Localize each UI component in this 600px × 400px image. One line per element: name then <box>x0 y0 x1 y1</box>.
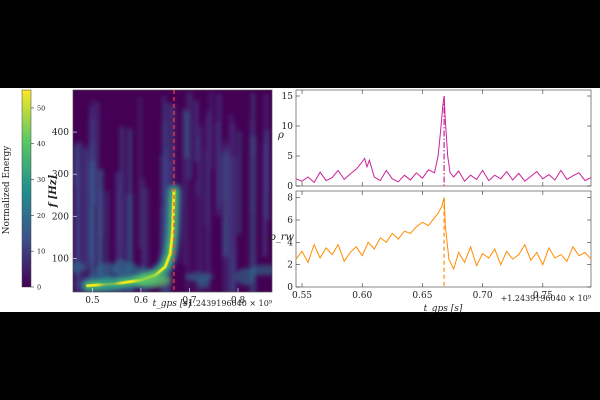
spectrogram-x-tick-label: 0.7 <box>182 296 197 306</box>
spectrogram-noise-patch <box>197 278 210 289</box>
spectrogram-x-ticks: 0.5 0.6 0.7 0.8 <box>85 288 245 306</box>
spectrogram-noise-streak <box>95 102 100 205</box>
spectrogram-noise-patch <box>112 259 130 276</box>
y-tick-label: 0 <box>287 182 293 192</box>
chi-weighted-x-label: t_gps [s] <box>424 304 463 314</box>
spectrogram-noise-patch <box>73 261 86 273</box>
spectrogram-noise-streak <box>192 181 197 292</box>
spectrogram-y-tick-label: 100 <box>52 254 69 264</box>
x-tick-label: 0.60 <box>352 291 372 301</box>
spectrogram-noise-streak <box>142 187 149 292</box>
spectrogram-noise-streak <box>119 126 126 292</box>
spectrogram-noise-streak <box>186 160 190 292</box>
spectrogram-noise-streak <box>171 123 174 237</box>
y-tick-label: 10 <box>282 122 294 132</box>
spectrogram-noise-patch <box>249 264 272 276</box>
spectrogram-chirp <box>79 183 182 292</box>
spectrogram-noise-streak <box>160 206 163 292</box>
chi-weighted-x-ticks: 0.55 0.60 0.65 0.70 0.75 <box>292 191 553 301</box>
snr-x-ticks <box>301 90 544 186</box>
spectrogram-noise-streak <box>90 99 95 162</box>
spectrogram-x-label: t_gps [s] <box>153 299 192 309</box>
chirp-low-frequency-blob <box>99 278 120 289</box>
snr-y-label: ρ <box>277 130 284 141</box>
spectrogram-noise-streak <box>181 108 186 265</box>
spectrogram-x-tick-label: 0.8 <box>231 296 246 306</box>
x-tick-label: 0.65 <box>412 291 432 301</box>
spectrogram-noise-streak <box>204 117 211 283</box>
spectrogram-noise-streak <box>106 190 109 292</box>
spectrogram-noise-patch <box>235 267 256 286</box>
spectrogram-y-tick-label: 300 <box>52 170 69 180</box>
colorbar: 0 10 20 30 40 50 Normalized Energy <box>2 89 45 292</box>
chi-weighted-panel: 0 2 4 6 8 0.55 0.60 0.65 0.70 0.75 ρ_rw t_gps [s… <box>269 190 592 314</box>
spectrogram-noise-streak <box>197 138 200 195</box>
chirp-low-frequency-blob <box>135 273 172 288</box>
spectrogram-x-tick-label: 0.6 <box>134 296 149 306</box>
spectrogram-frame <box>72 89 273 293</box>
spectrogram-noise-streak <box>97 189 102 292</box>
colorbar-tick-label: 10 <box>37 248 45 256</box>
spectrogram-y-label: f [Hz] <box>48 175 59 209</box>
spectrogram-noise-streak <box>238 131 242 234</box>
y-tick-label: 2 <box>287 261 293 271</box>
spectrogram-noise-streak <box>249 135 257 292</box>
spectrogram-noise-streak <box>73 145 78 186</box>
x-tick-label: 0.55 <box>292 291 312 301</box>
spectrogram-x-tick-label: 0.5 <box>85 296 100 306</box>
y-tick-label: 5 <box>287 152 293 162</box>
spectrogram-noise-streak <box>228 114 234 264</box>
spectrogram-noise-streak <box>186 92 194 179</box>
chi-weighted-frame <box>295 190 592 288</box>
y-tick-label: 4 <box>287 238 293 248</box>
spectrogram-noise-streak <box>198 125 203 292</box>
spectrogram-noise-streak <box>115 172 120 292</box>
spectrogram-gps-offset: +1.2439196040 × 10⁹ <box>182 299 273 308</box>
y-tick-label: 6 <box>287 216 293 226</box>
spectrogram-noise-streak <box>138 97 141 249</box>
spectrogram-noise-streak <box>207 114 211 234</box>
colorbar-tick-label: 0 <box>37 284 41 292</box>
snr-frame <box>295 89 592 187</box>
snr-panel: 0 5 10 15 ρ <box>277 89 592 192</box>
y-tick-label: 0 <box>287 283 293 293</box>
chi-weighted-y-ticks: 0 2 4 6 8 <box>287 194 591 293</box>
colorbar-tick-label: 20 <box>37 212 45 220</box>
spectrogram-y-tick-label: 200 <box>52 212 69 222</box>
spectrogram-y-tick-label: 400 <box>52 128 69 138</box>
colorbar-ticks: 0 10 20 30 40 50 <box>31 104 45 292</box>
x-tick-label: 0.75 <box>533 291 553 301</box>
chi-weighted-y-label: ρ_rw <box>269 232 295 243</box>
spectrogram-noise-streak <box>127 128 132 193</box>
snr-y-ticks: 0 5 10 15 <box>282 92 591 192</box>
colorbar-tick-label: 40 <box>37 140 45 148</box>
colorbar-label: Normalized Energy <box>2 145 12 235</box>
spectrogram-noise-patch <box>125 262 138 271</box>
spectrogram-noise-streak <box>90 141 95 283</box>
chi-weighted-gps-offset: +1.2439196040 × 10⁹ <box>501 294 592 303</box>
spectrogram-noise-streak <box>126 193 133 292</box>
spectrogram-noise-streak <box>217 93 221 209</box>
spectrogram-noise-streak <box>264 130 270 221</box>
spectrogram-noise-streak <box>76 141 83 287</box>
snr-series-line <box>295 95 592 184</box>
x-tick-label: 0.70 <box>473 291 493 301</box>
colorbar-tick-label: 50 <box>37 104 45 112</box>
chirp-track-band <box>86 190 175 287</box>
colorbar-tick-label: 30 <box>37 176 45 184</box>
spectrogram-noise-streak <box>223 143 230 292</box>
spectrogram-noise-streak <box>208 91 215 169</box>
spectrogram-noise-streak <box>84 149 88 270</box>
spectrogram-noise-streak <box>249 119 254 197</box>
spectrogram-y-ticks: 100 200 300 400 <box>52 128 77 264</box>
spectrogram-noise-streak <box>194 100 199 162</box>
spectrogram-noise-streak <box>223 137 226 221</box>
y-tick-label: 8 <box>287 194 293 204</box>
spectrogram-noise-streak <box>164 102 171 218</box>
spectrogram-panel: 0.5 0.6 0.7 0.8 100 200 300 400 f [Hz] t_gps [… <box>48 89 273 309</box>
colorbar-gradient <box>21 89 32 288</box>
y-tick-label: 15 <box>282 92 294 102</box>
